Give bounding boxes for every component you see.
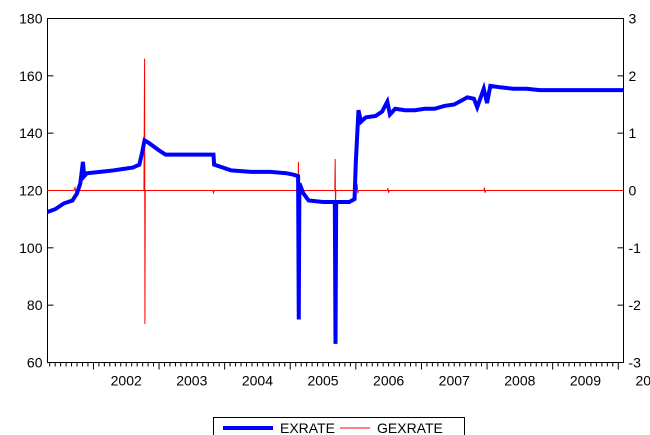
- x-tick-label-7: 2009: [570, 373, 601, 389]
- left-tick-label-3: 120: [19, 183, 43, 199]
- right-tick-label-2: -1: [629, 240, 642, 256]
- left-tick-label-4: 140: [19, 125, 43, 141]
- legend: EXRATE GEXRATE: [213, 417, 465, 435]
- right-tick-label-3: 0: [629, 183, 637, 199]
- left-tick-label-0: 60: [27, 355, 43, 371]
- x-axis: 2002 2003 2004 2005 2006 2007 2008 2009 2010: [49, 362, 650, 389]
- right-tick-label-1: -2: [629, 297, 642, 313]
- series-line-exrate: [46, 81, 624, 344]
- x-tick-label-3: 2005: [307, 373, 338, 389]
- right-tick-label-0: -3: [629, 355, 642, 371]
- left-tick-label-6: 180: [19, 11, 43, 27]
- right-tick-label-5: 2: [629, 68, 637, 84]
- x-tick-label-2: 2004: [242, 373, 273, 389]
- x-tick-label-6: 2008: [504, 373, 535, 389]
- left-tick-label-5: 160: [19, 68, 43, 84]
- x-tick-label-4: 2006: [373, 373, 404, 389]
- x-tick-label-0: 2002: [111, 373, 142, 389]
- right-tick-label-6: 3: [629, 11, 637, 27]
- x-tick-label-1: 2003: [176, 373, 207, 389]
- legend-box: [213, 417, 465, 435]
- legend-label-exrate: EXRATE: [280, 420, 335, 435]
- series-layer: [46, 58, 624, 344]
- left-tick-label-2: 100: [19, 240, 43, 256]
- x-tick-label-8: 2010: [635, 373, 650, 389]
- right-tick-label-4: 1: [629, 125, 637, 141]
- x-tick-label-5: 2007: [439, 373, 470, 389]
- left-tick-label-1: 80: [27, 297, 43, 313]
- legend-label-gexrate: GEXRATE: [377, 420, 443, 435]
- right-y-axis: -3 -2 -1 0 1 2 3: [617, 11, 642, 371]
